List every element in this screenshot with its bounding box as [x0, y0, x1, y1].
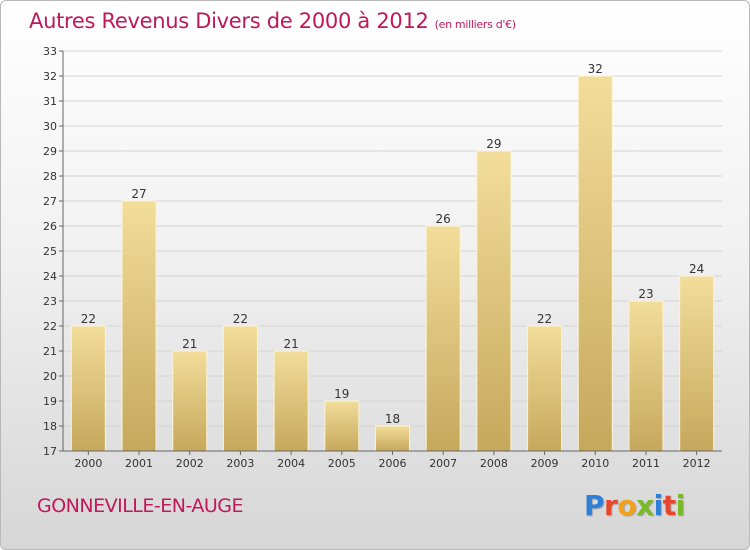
- bar: [577, 75, 613, 452]
- x-tick-label: 2008: [480, 457, 508, 470]
- commune-name: GONNEVILLE-EN-AUGE: [37, 495, 244, 517]
- y-tick-label: 27: [43, 195, 57, 208]
- bar: [527, 325, 563, 452]
- x-tick-label: 2010: [581, 457, 609, 470]
- logo-letter: i: [653, 489, 664, 522]
- x-tick-label: 2009: [531, 457, 559, 470]
- data-label: 23: [638, 287, 653, 301]
- bar: [324, 400, 360, 452]
- y-axis-ticks: 17 18 19 20 21 22 23 24 25 26 27 28 29 30 31 32 33: [43, 45, 63, 458]
- y-tick-label: 21: [43, 345, 57, 358]
- bar: [679, 275, 715, 452]
- bar: [273, 350, 309, 452]
- y-tick-label: 24: [43, 270, 57, 283]
- y-tick-label: 17: [43, 445, 57, 458]
- data-label: 19: [334, 387, 349, 401]
- logo-letter: o: [617, 489, 637, 522]
- x-tick-label: 2002: [176, 457, 204, 470]
- x-tick-label: 2001: [125, 457, 153, 470]
- data-label: 21: [182, 337, 197, 351]
- logo-letter: x: [636, 489, 654, 522]
- data-label: 22: [81, 312, 96, 326]
- bar: [375, 425, 410, 452]
- y-tick-label: 29: [43, 145, 57, 158]
- data-label: 29: [486, 137, 501, 151]
- x-tick-label: 2004: [277, 457, 305, 470]
- y-tick-label: 28: [43, 170, 57, 183]
- logo-letter: r: [604, 489, 618, 522]
- y-tick-label: 31: [43, 95, 57, 108]
- x-tick-label: 2005: [328, 457, 356, 470]
- bar: [628, 300, 664, 452]
- x-tick-label: 2000: [74, 457, 102, 470]
- y-tick-label: 26: [43, 220, 57, 233]
- logo-letter: i: [675, 489, 686, 522]
- data-labels: 22 27 21 22 21 19 18 26 29 22 32 23 24: [81, 62, 705, 426]
- y-tick-label: 19: [43, 395, 57, 408]
- x-tick-label: 2006: [379, 457, 407, 470]
- data-label: 24: [689, 262, 704, 276]
- data-label: 32: [588, 62, 603, 76]
- chart-title-text: Autres Revenus Divers de 2000 à 2012: [29, 9, 429, 33]
- grid-layer: [63, 50, 722, 452]
- data-label: 22: [233, 312, 248, 326]
- bar: [222, 325, 258, 452]
- x-tick-label: 2012: [683, 457, 711, 470]
- x-axis-ticks: 2000 2001 2002 2003 2004 2005 2006 2007 2008 2009…: [74, 451, 711, 470]
- bar: [172, 350, 208, 452]
- y-tick-label: 33: [43, 45, 57, 58]
- y-tick-label: 18: [43, 420, 57, 433]
- logo-letter: P: [584, 489, 605, 522]
- x-tick-label: 2003: [226, 457, 254, 470]
- x-tick-label: 2007: [429, 457, 457, 470]
- y-tick-label: 20: [43, 370, 57, 383]
- logo-letter: t: [662, 489, 676, 522]
- bar: [70, 325, 106, 452]
- data-label: 27: [131, 187, 146, 201]
- data-label: 26: [436, 212, 451, 226]
- x-tick-label: 2011: [632, 457, 660, 470]
- data-label: 18: [385, 412, 400, 426]
- y-tick-label: 32: [43, 70, 57, 83]
- y-tick-label: 25: [43, 245, 57, 258]
- y-tick-label: 23: [43, 295, 57, 308]
- data-label: 22: [537, 312, 552, 326]
- chart-subtitle: (en milliers d'€): [434, 18, 516, 31]
- bar: [425, 225, 461, 452]
- y-tick-label: 22: [43, 320, 57, 333]
- bar: [121, 200, 157, 452]
- bar: [476, 150, 512, 452]
- bars: [70, 75, 715, 452]
- data-label: 21: [283, 337, 298, 351]
- chart-title: Autres Revenus Divers de 2000 à 2012 (en …: [29, 9, 516, 33]
- proxiti-logo: Proxiti: [584, 489, 685, 522]
- y-tick-label: 30: [43, 120, 57, 133]
